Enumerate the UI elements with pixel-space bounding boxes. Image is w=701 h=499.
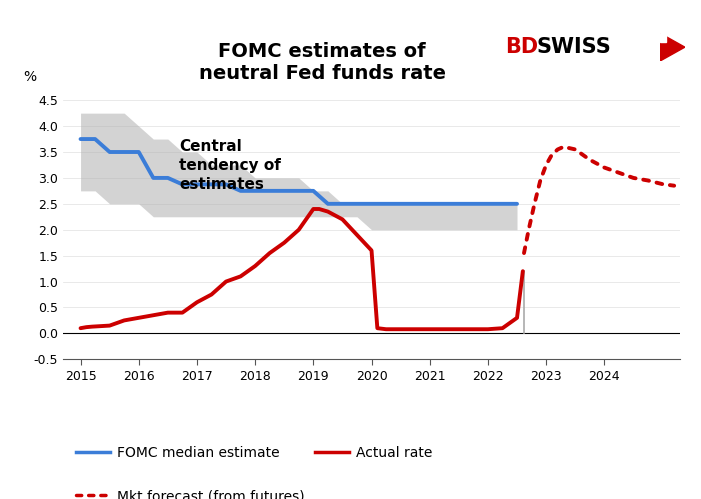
Legend: Mkt forecast (from futures): Mkt forecast (from futures)	[70, 484, 311, 499]
Text: Central
tendency of
estimates: Central tendency of estimates	[179, 139, 281, 193]
Text: BD: BD	[505, 37, 538, 57]
Text: %: %	[23, 70, 36, 84]
Polygon shape	[660, 33, 667, 42]
Polygon shape	[660, 33, 685, 61]
Text: SWISS: SWISS	[536, 37, 611, 57]
Title: FOMC estimates of
neutral Fed funds rate: FOMC estimates of neutral Fed funds rate	[198, 42, 446, 83]
